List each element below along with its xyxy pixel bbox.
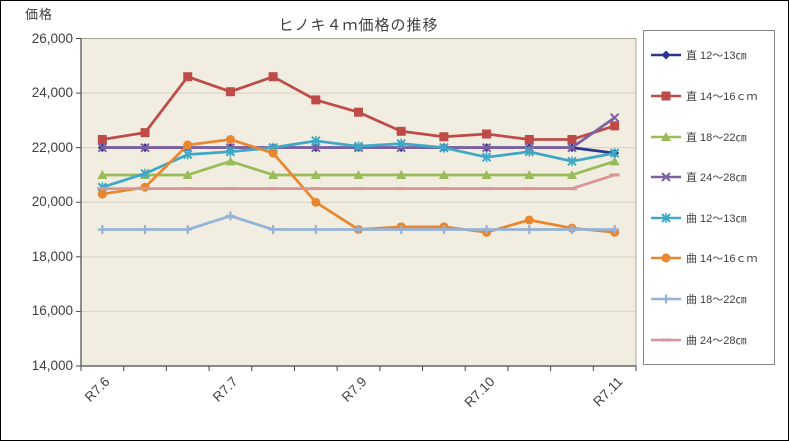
series-直 18～22㎝ [97, 156, 620, 179]
legend-item: 直 18～22㎝ [651, 129, 772, 145]
series-曲 18～22㎝ [97, 211, 620, 235]
series-直 14～16ｃｍ [97, 72, 620, 144]
y-axis-tick-label: 14,000 [31, 358, 73, 373]
legend-item: 曲 14～16ｃｍ [651, 250, 772, 266]
y-axis-tick-label: 26,000 [31, 30, 73, 46]
legend-label: 曲 12～13㎝ [686, 212, 747, 225]
y-axis-tick-label: 22,000 [31, 139, 73, 155]
legend-label: 曲 18～22㎝ [686, 294, 747, 307]
circle-marker-icon [651, 253, 681, 263]
legend-item: 曲 18～22㎝ [651, 291, 772, 307]
asterisk-marker-icon [651, 212, 681, 223]
legend-label: 直 24～28㎝ [686, 172, 747, 185]
legend-label: 曲 24～28㎝ [686, 334, 747, 347]
legend-item: 直 12～13㎝ [651, 47, 772, 63]
legend-label: 曲 14～16ｃｍ [686, 253, 758, 266]
diamond-marker-icon [651, 50, 681, 60]
legend-label: 直 18～22㎝ [686, 131, 747, 144]
legend-item: 直 24～28㎝ [651, 169, 772, 185]
dash-marker-icon [651, 338, 681, 342]
chart-title: ヒノキ４ｍ価格の推移 [278, 17, 439, 34]
y-axis-title: 価格 [25, 7, 54, 22]
y-axis-tick-label: 16,000 [31, 303, 73, 319]
x-marker-icon [651, 172, 681, 182]
legend-item: 曲 24～28㎝ [651, 332, 772, 348]
series-曲 24～28㎝ [97, 173, 620, 191]
y-axis-tick-label: 24,000 [31, 85, 73, 101]
legend-item: 直 14～16ｃｍ [651, 88, 772, 104]
plus-marker-icon [651, 294, 681, 304]
legend-label: 直 12～13㎝ [686, 50, 747, 63]
y-axis-tick-label: 20,000 [31, 194, 73, 210]
square-marker-icon [651, 91, 681, 101]
series-曲 12～13㎝ [97, 135, 620, 193]
y-axis-tick-label: 18,000 [31, 248, 73, 264]
triangle-marker-icon [651, 131, 681, 141]
legend-label: 直 14～16ｃｍ [686, 90, 758, 103]
legend-item: 曲 12～13㎝ [651, 210, 772, 226]
